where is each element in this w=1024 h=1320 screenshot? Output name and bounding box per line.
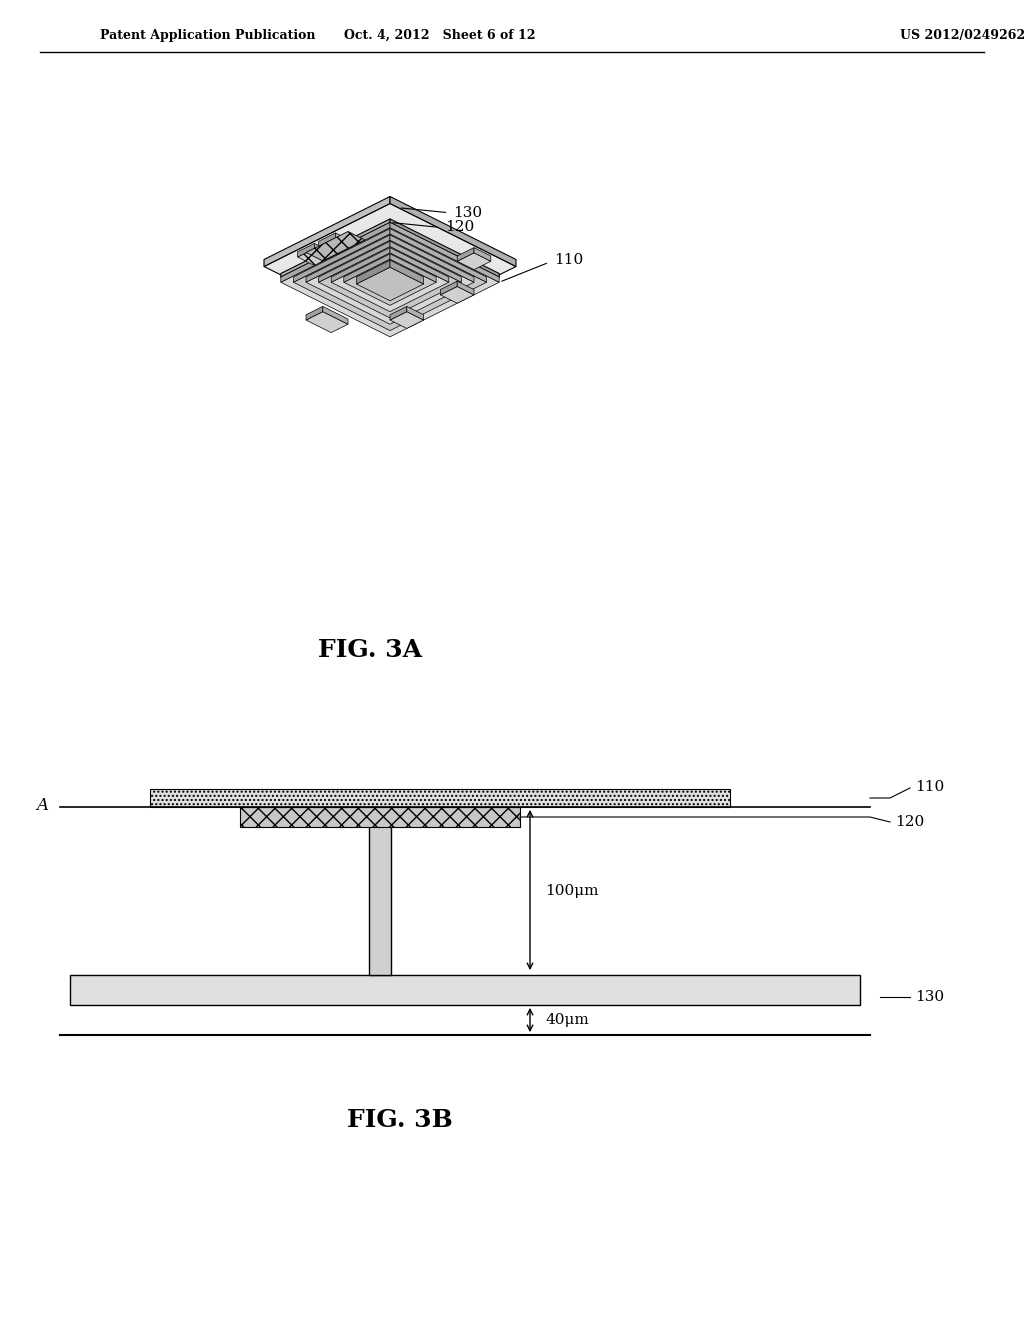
Polygon shape: [318, 242, 390, 282]
Polygon shape: [356, 260, 390, 284]
Polygon shape: [281, 222, 500, 331]
Polygon shape: [390, 235, 474, 282]
Polygon shape: [323, 306, 348, 325]
Polygon shape: [298, 248, 331, 265]
Polygon shape: [331, 253, 449, 312]
Bar: [70, 975, 860, 1005]
Polygon shape: [390, 260, 424, 284]
Text: Patent Application Publication: Patent Application Publication: [100, 29, 315, 41]
Polygon shape: [281, 227, 500, 337]
Polygon shape: [390, 306, 407, 319]
Text: 130: 130: [915, 990, 944, 1005]
Text: 130: 130: [454, 206, 482, 219]
Polygon shape: [264, 197, 390, 267]
Polygon shape: [390, 248, 449, 282]
Polygon shape: [344, 259, 436, 305]
Bar: [240, 807, 520, 828]
Polygon shape: [306, 240, 474, 325]
Polygon shape: [318, 232, 336, 247]
Polygon shape: [344, 253, 390, 282]
Polygon shape: [306, 235, 390, 282]
Text: 40μm: 40μm: [545, 1012, 589, 1027]
Polygon shape: [407, 306, 424, 319]
Polygon shape: [390, 197, 516, 267]
Polygon shape: [390, 242, 462, 282]
Polygon shape: [356, 267, 424, 301]
Polygon shape: [298, 243, 314, 257]
Polygon shape: [318, 247, 462, 318]
Polygon shape: [306, 231, 365, 261]
Polygon shape: [306, 312, 348, 333]
Text: FIG. 3A: FIG. 3A: [317, 638, 422, 663]
Polygon shape: [390, 253, 436, 282]
Polygon shape: [474, 248, 490, 261]
Polygon shape: [457, 253, 490, 269]
Polygon shape: [440, 286, 474, 304]
Polygon shape: [390, 222, 500, 282]
Text: 110: 110: [915, 780, 944, 795]
Polygon shape: [457, 248, 474, 261]
Text: Oct. 4, 2012   Sheet 6 of 12: Oct. 4, 2012 Sheet 6 of 12: [344, 29, 536, 41]
Polygon shape: [306, 306, 323, 319]
Polygon shape: [314, 243, 331, 257]
Polygon shape: [318, 238, 352, 255]
Text: 120: 120: [895, 814, 925, 829]
Text: US 2012/0249262 A1: US 2012/0249262 A1: [900, 29, 1024, 41]
Polygon shape: [336, 232, 352, 247]
Bar: [150, 789, 730, 807]
Polygon shape: [390, 219, 500, 277]
Polygon shape: [390, 312, 424, 329]
Text: 120: 120: [445, 220, 474, 235]
Polygon shape: [457, 281, 474, 294]
Text: 110: 110: [554, 253, 584, 267]
Polygon shape: [294, 234, 486, 330]
Polygon shape: [264, 203, 516, 330]
Polygon shape: [281, 219, 390, 277]
Text: FIG. 3B: FIG. 3B: [347, 1107, 453, 1133]
Polygon shape: [331, 248, 390, 282]
Bar: [369, 814, 391, 975]
Polygon shape: [281, 222, 390, 282]
Polygon shape: [294, 228, 390, 282]
Polygon shape: [440, 281, 457, 294]
Text: 100μm: 100μm: [545, 884, 598, 898]
Text: A: A: [36, 796, 48, 813]
Polygon shape: [390, 228, 486, 282]
